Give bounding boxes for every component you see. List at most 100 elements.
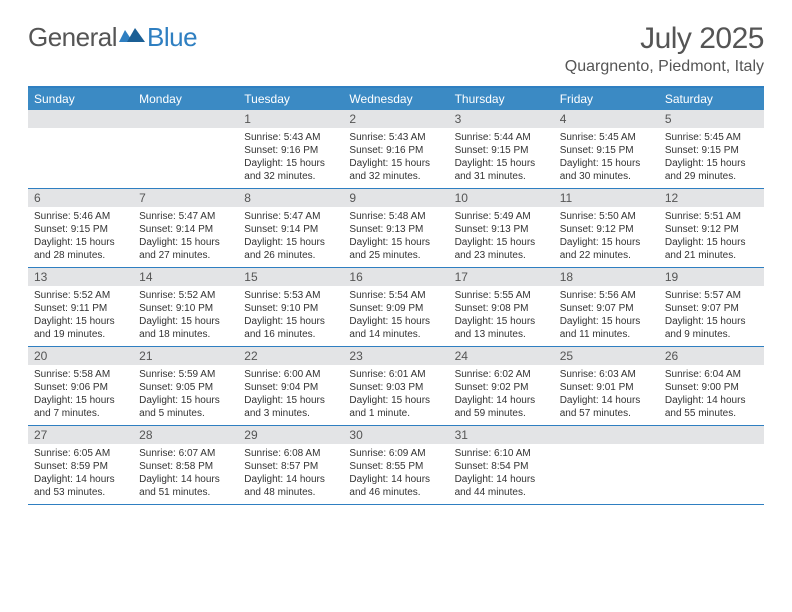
day-number: 1 — [238, 110, 343, 128]
day-number: 20 — [28, 347, 133, 365]
brand-part1: General — [28, 22, 117, 53]
sunset-text: Sunset: 9:07 PM — [665, 302, 758, 315]
sunrise-text: Sunrise: 5:49 AM — [455, 210, 548, 223]
day-number: 16 — [343, 268, 448, 286]
daynum-row: 2728293031 — [28, 426, 764, 444]
dow-sunday: Sunday — [28, 88, 133, 110]
dow-tuesday: Tuesday — [238, 88, 343, 110]
sunrise-text: Sunrise: 5:47 AM — [244, 210, 337, 223]
daylight-text: Daylight: 15 hours and 5 minutes. — [139, 394, 232, 420]
daylight-text: Daylight: 15 hours and 22 minutes. — [560, 236, 653, 262]
sunset-text: Sunset: 9:01 PM — [560, 381, 653, 394]
day-number: 27 — [28, 426, 133, 444]
sunset-text: Sunset: 9:04 PM — [244, 381, 337, 394]
sunrise-text: Sunrise: 5:59 AM — [139, 368, 232, 381]
sunrise-text: Sunrise: 5:47 AM — [139, 210, 232, 223]
sunrise-text: Sunrise: 5:52 AM — [139, 289, 232, 302]
sunset-text: Sunset: 8:57 PM — [244, 460, 337, 473]
daylight-text: Daylight: 15 hours and 32 minutes. — [349, 157, 442, 183]
header: General Blue July 2025 Quargnento, Piedmo… — [28, 22, 764, 76]
day-number: 30 — [343, 426, 448, 444]
day-number: 14 — [133, 268, 238, 286]
daylight-text: Daylight: 14 hours and 59 minutes. — [455, 394, 548, 420]
day-cell: Sunrise: 5:47 AMSunset: 9:14 PMDaylight:… — [238, 207, 343, 267]
daylight-text: Daylight: 15 hours and 7 minutes. — [34, 394, 127, 420]
sunset-text: Sunset: 9:15 PM — [34, 223, 127, 236]
sunset-text: Sunset: 9:10 PM — [244, 302, 337, 315]
day-cell: Sunrise: 5:49 AMSunset: 9:13 PMDaylight:… — [449, 207, 554, 267]
day-cell: Sunrise: 5:45 AMSunset: 9:15 PMDaylight:… — [659, 128, 764, 188]
daynum-row: 12345 — [28, 110, 764, 128]
detail-row: Sunrise: 5:58 AMSunset: 9:06 PMDaylight:… — [28, 365, 764, 426]
day-number — [659, 426, 764, 444]
day-number: 11 — [554, 189, 659, 207]
sunrise-text: Sunrise: 5:46 AM — [34, 210, 127, 223]
daylight-text: Daylight: 15 hours and 3 minutes. — [244, 394, 337, 420]
day-number: 8 — [238, 189, 343, 207]
calendar: Sunday Monday Tuesday Wednesday Thursday… — [28, 86, 764, 505]
sunrise-text: Sunrise: 6:09 AM — [349, 447, 442, 460]
day-cell: Sunrise: 6:05 AMSunset: 8:59 PMDaylight:… — [28, 444, 133, 504]
sunrise-text: Sunrise: 6:01 AM — [349, 368, 442, 381]
sunset-text: Sunset: 9:13 PM — [349, 223, 442, 236]
day-number: 4 — [554, 110, 659, 128]
day-number: 6 — [28, 189, 133, 207]
daylight-text: Daylight: 15 hours and 18 minutes. — [139, 315, 232, 341]
daynum-row: 20212223242526 — [28, 347, 764, 365]
sunset-text: Sunset: 8:55 PM — [349, 460, 442, 473]
dow-thursday: Thursday — [449, 88, 554, 110]
day-cell: Sunrise: 5:58 AMSunset: 9:06 PMDaylight:… — [28, 365, 133, 425]
sunrise-text: Sunrise: 5:56 AM — [560, 289, 653, 302]
day-cell: Sunrise: 5:45 AMSunset: 9:15 PMDaylight:… — [554, 128, 659, 188]
day-cell: Sunrise: 6:00 AMSunset: 9:04 PMDaylight:… — [238, 365, 343, 425]
sunrise-text: Sunrise: 6:03 AM — [560, 368, 653, 381]
day-number: 19 — [659, 268, 764, 286]
sunrise-text: Sunrise: 5:45 AM — [560, 131, 653, 144]
sunset-text: Sunset: 9:12 PM — [560, 223, 653, 236]
sunrise-text: Sunrise: 5:52 AM — [34, 289, 127, 302]
sunrise-text: Sunrise: 5:45 AM — [665, 131, 758, 144]
day-cell: Sunrise: 5:43 AMSunset: 9:16 PMDaylight:… — [238, 128, 343, 188]
daylight-text: Daylight: 15 hours and 14 minutes. — [349, 315, 442, 341]
day-cell: Sunrise: 6:04 AMSunset: 9:00 PMDaylight:… — [659, 365, 764, 425]
day-number: 28 — [133, 426, 238, 444]
day-number: 21 — [133, 347, 238, 365]
brand-part2: Blue — [147, 22, 197, 53]
sunrise-text: Sunrise: 5:50 AM — [560, 210, 653, 223]
day-number: 15 — [238, 268, 343, 286]
dow-wednesday: Wednesday — [343, 88, 448, 110]
title-block: July 2025 Quargnento, Piedmont, Italy — [565, 22, 764, 76]
day-number — [28, 110, 133, 128]
detail-row: Sunrise: 5:46 AMSunset: 9:15 PM Daylight:… — [28, 207, 764, 268]
day-cell: Sunrise: 5:51 AMSunset: 9:12 PMDaylight:… — [659, 207, 764, 267]
daylight-text: Daylight: 15 hours and 29 minutes. — [665, 157, 758, 183]
day-cell: Sunrise: 5:46 AMSunset: 9:15 PMDaylight:… — [28, 207, 133, 267]
sunset-text: Sunset: 9:06 PM — [34, 381, 127, 394]
sunset-text: Sunset: 9:15 PM — [455, 144, 548, 157]
sunset-text: Sunset: 9:03 PM — [349, 381, 442, 394]
daynum-row: 13141516171819 — [28, 268, 764, 286]
day-number: 3 — [449, 110, 554, 128]
sunset-text: Sunset: 9:09 PM — [349, 302, 442, 315]
day-number: 10 — [449, 189, 554, 207]
day-cell — [659, 444, 764, 504]
sunrise-text: Sunrise: 5:53 AM — [244, 289, 337, 302]
sunrise-text: Sunrise: 6:10 AM — [455, 447, 548, 460]
daylight-text: Daylight: 14 hours and 44 minutes. — [455, 473, 548, 499]
sunset-text: Sunset: 8:54 PM — [455, 460, 548, 473]
daylight-text: Daylight: 14 hours and 55 minutes. — [665, 394, 758, 420]
day-number: 17 — [449, 268, 554, 286]
sunset-text: Sunset: 9:08 PM — [455, 302, 548, 315]
day-number: 9 — [343, 189, 448, 207]
day-number: 18 — [554, 268, 659, 286]
day-cell: Sunrise: 5:54 AMSunset: 9:09 PMDaylight:… — [343, 286, 448, 346]
daylight-text: Daylight: 15 hours and 9 minutes. — [665, 315, 758, 341]
daylight-text: Daylight: 15 hours and 13 minutes. — [455, 315, 548, 341]
sunrise-text: Sunrise: 5:58 AM — [34, 368, 127, 381]
day-of-week-row: Sunday Monday Tuesday Wednesday Thursday… — [28, 88, 764, 110]
daylight-text: Daylight: 15 hours and 32 minutes. — [244, 157, 337, 183]
sunrise-text: Sunrise: 5:44 AM — [455, 131, 548, 144]
day-number: 31 — [449, 426, 554, 444]
sunset-text: Sunset: 9:00 PM — [665, 381, 758, 394]
day-number: 29 — [238, 426, 343, 444]
